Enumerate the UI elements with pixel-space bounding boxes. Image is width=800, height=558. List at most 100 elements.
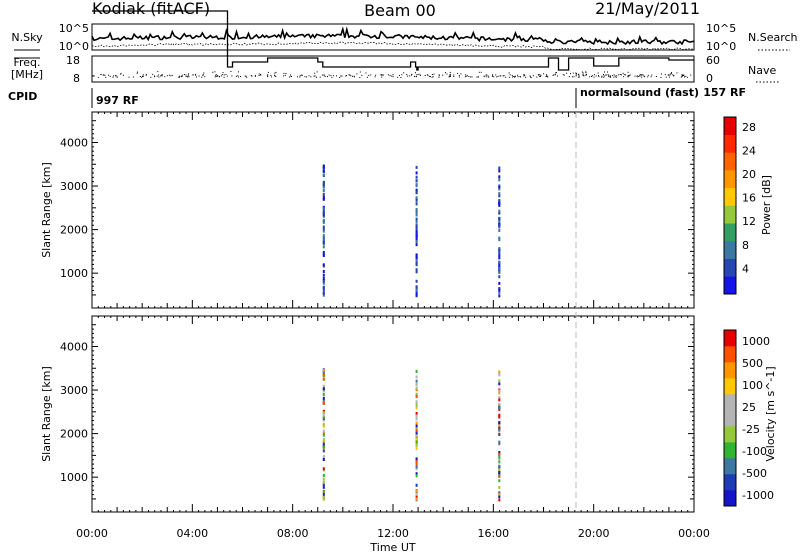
- nave-point: [582, 72, 583, 73]
- station-title: Kodiak (fitACF): [92, 0, 210, 18]
- nave-point: [479, 72, 480, 73]
- nave-point: [289, 77, 290, 78]
- nave-point: [439, 75, 440, 76]
- nave-point: [199, 76, 200, 77]
- nave-point: [117, 77, 118, 78]
- nave-point: [325, 76, 326, 77]
- nave-point: [366, 73, 367, 74]
- nave-point: [268, 72, 269, 73]
- nave-point: [538, 75, 539, 76]
- nave-point: [555, 74, 556, 75]
- nave-point: [224, 74, 225, 75]
- nave-point: [601, 77, 602, 78]
- nave-point: [509, 72, 510, 73]
- nave-point: [510, 74, 511, 75]
- nave-point: [299, 77, 300, 78]
- nave-point: [152, 74, 153, 75]
- nave-point: [641, 75, 642, 76]
- nave-point: [523, 74, 524, 75]
- nave-point: [449, 76, 450, 77]
- nave-point: [203, 74, 204, 75]
- nave-point: [143, 76, 144, 77]
- nave-point: [450, 75, 451, 76]
- nave-point: [388, 74, 389, 75]
- nave-point: [570, 73, 571, 74]
- nave-point: [616, 77, 617, 78]
- nave-point: [246, 77, 247, 78]
- nave-point: [158, 75, 159, 76]
- nave-point: [419, 74, 420, 75]
- nave-point: [251, 75, 252, 76]
- nave-point: [108, 75, 109, 76]
- nave-point: [576, 73, 577, 74]
- nave-point: [598, 73, 599, 74]
- power-heatmap-cells: [323, 164, 501, 297]
- nave-point: [354, 76, 355, 77]
- nave-point: [186, 75, 187, 76]
- nave-point: [267, 75, 268, 76]
- nave-point: [433, 76, 434, 77]
- nave-point: [310, 76, 311, 77]
- nave-point: [415, 72, 416, 73]
- nave-point: [434, 74, 435, 75]
- nave-point: [576, 74, 577, 75]
- nave-point: [439, 74, 440, 75]
- nave-point: [432, 77, 433, 78]
- nave-point: [564, 75, 565, 76]
- nave-point: [466, 76, 467, 77]
- nave-point: [407, 76, 408, 77]
- nave-point: [390, 75, 391, 76]
- nave-point: [623, 73, 624, 74]
- nave-point: [546, 75, 547, 76]
- nave-point: [459, 77, 460, 78]
- nave-point: [381, 75, 382, 76]
- nave-point: [221, 75, 222, 76]
- freq-tick-top: 18: [66, 54, 80, 67]
- nave-point: [150, 77, 151, 78]
- nave-point: [230, 71, 231, 72]
- nave-point: [94, 76, 95, 77]
- nave-point: [512, 75, 513, 76]
- nave-point: [635, 76, 636, 77]
- nave-point: [604, 76, 605, 77]
- nave-point: [442, 75, 443, 76]
- nave-point: [154, 76, 155, 77]
- nave-point: [598, 75, 599, 76]
- nave-point: [237, 75, 238, 76]
- nave-point: [329, 75, 330, 76]
- nave-point: [214, 71, 215, 72]
- nave-point: [103, 75, 104, 76]
- freq-tick-bottom: 8: [73, 72, 80, 85]
- nave-point: [399, 75, 400, 76]
- nave-point: [336, 75, 337, 76]
- nave-point: [375, 76, 376, 77]
- nave-point: [661, 77, 662, 78]
- nave-point: [215, 76, 216, 77]
- nave-point: [547, 76, 548, 77]
- nave-point: [146, 74, 147, 75]
- nave-point: [638, 76, 639, 77]
- nave-point: [553, 75, 554, 76]
- nave-point: [484, 76, 485, 77]
- nave-point: [509, 77, 510, 78]
- nave-point: [574, 76, 575, 77]
- nave-point: [683, 75, 684, 76]
- nave-point: [216, 74, 217, 75]
- nave-point: [306, 76, 307, 77]
- nave-point: [359, 77, 360, 78]
- nave-point: [203, 73, 204, 74]
- nave-point: [322, 75, 323, 76]
- nave-point: [669, 77, 670, 78]
- nave-point: [350, 75, 351, 76]
- nave-point: [533, 75, 534, 76]
- nave-point: [137, 73, 138, 74]
- nave-point: [623, 76, 624, 77]
- nave-point: [470, 76, 471, 77]
- nave-point: [610, 76, 611, 77]
- nave-point: [670, 74, 671, 75]
- nave-point: [608, 74, 609, 75]
- nave-point: [170, 75, 171, 76]
- nave-point: [223, 72, 224, 73]
- nave-point: [432, 74, 433, 75]
- nave-point: [687, 77, 688, 78]
